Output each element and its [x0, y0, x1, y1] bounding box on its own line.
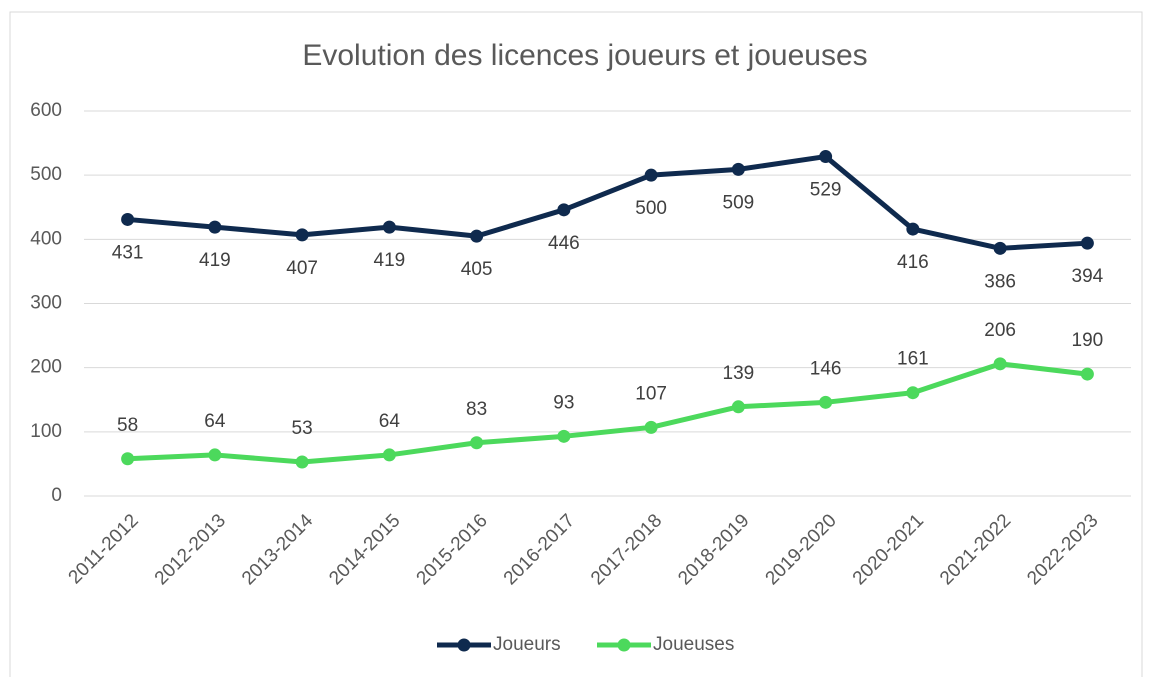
- point: [644, 420, 658, 434]
- data-label: 190: [1072, 330, 1104, 351]
- point: [470, 229, 484, 243]
- data-label: 500: [635, 198, 667, 219]
- point: [121, 212, 135, 226]
- data-label: 58: [117, 415, 138, 436]
- y-tick-label: 0: [51, 485, 62, 506]
- chart-title: Evolution des licences joueurs et joueus…: [302, 39, 867, 72]
- chart-frame: [9, 11, 1143, 677]
- point: [382, 448, 396, 462]
- data-label: 83: [466, 399, 487, 420]
- data-label: 446: [548, 233, 580, 254]
- y-tick-label: 600: [30, 100, 62, 121]
- data-label: 509: [723, 192, 755, 213]
- data-label: 405: [461, 259, 493, 280]
- point: [557, 203, 571, 217]
- series-line: [127, 361, 1088, 465]
- data-label: 161: [897, 349, 929, 370]
- data-label: 139: [723, 363, 755, 384]
- point: [382, 220, 396, 234]
- point: [906, 386, 920, 400]
- y-tick-label: 100: [30, 421, 62, 442]
- point: [557, 429, 571, 443]
- point: [731, 162, 745, 176]
- data-label: 394: [1072, 266, 1104, 287]
- point: [819, 395, 833, 409]
- point: [121, 452, 135, 466]
- series-line: [127, 154, 1088, 251]
- point: [993, 357, 1007, 371]
- point: [731, 400, 745, 414]
- point: [819, 150, 833, 164]
- data-label: 93: [553, 392, 574, 413]
- point: [906, 222, 920, 236]
- point: [993, 241, 1007, 255]
- legend-label: Joueurs: [493, 634, 561, 655]
- point: [295, 228, 309, 242]
- data-label: 407: [286, 258, 318, 279]
- data-label: 416: [897, 252, 929, 273]
- point: [208, 448, 222, 462]
- legend-marker: [457, 638, 471, 652]
- data-label: 419: [199, 250, 231, 271]
- point: [1080, 236, 1094, 250]
- legend-marker: [617, 638, 631, 652]
- data-label: 431: [112, 242, 144, 263]
- y-tick-label: 400: [30, 228, 62, 249]
- data-label: 529: [810, 180, 842, 201]
- legend-label: Joueuses: [653, 634, 734, 655]
- data-label: 419: [374, 250, 406, 271]
- data-label: 107: [635, 383, 667, 404]
- y-tick-label: 300: [30, 293, 62, 314]
- y-tick-label: 500: [30, 164, 62, 185]
- point: [208, 220, 222, 234]
- data-label: 53: [292, 418, 313, 439]
- data-label: 386: [984, 271, 1016, 292]
- point: [470, 436, 484, 450]
- data-label: 206: [984, 320, 1016, 341]
- point: [1080, 367, 1094, 381]
- data-label: 64: [204, 411, 226, 432]
- data-label: 146: [810, 358, 842, 379]
- point: [644, 168, 658, 182]
- point: [295, 455, 309, 469]
- data-label: 64: [379, 411, 401, 432]
- y-tick-label: 200: [30, 357, 62, 378]
